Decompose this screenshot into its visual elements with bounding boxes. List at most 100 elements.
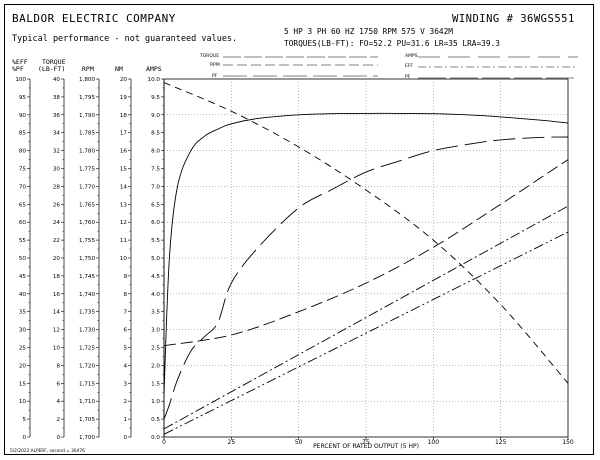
axis-tick-label-amps: 9.5 — [151, 95, 160, 101]
axis-tick-label-torque: 14 — [53, 310, 61, 316]
x-axis-ticks: 0 25 50 75 100 125 150 — [162, 437, 574, 446]
axis-tick-label-torque: 22 — [53, 238, 60, 244]
axis-tick-label-rpm: 1,790 — [79, 113, 95, 119]
axis-tick-label-torque: 38 — [53, 95, 61, 101]
axis-tick-label-rpm: 1,760 — [79, 220, 95, 226]
axis-tick-label-amps: 6.5 — [151, 202, 160, 208]
axis-tick-label-eff_pf: 60 — [19, 220, 27, 226]
series-line-2-long-dash — [163, 136, 569, 420]
x-tick-label: 25 — [228, 439, 236, 446]
axis-tick-label-nm: 2 — [123, 399, 127, 405]
axis-tick-label-amps: 3.0 — [151, 328, 160, 334]
axis-tick-label-rpm: 1,785 — [79, 131, 95, 137]
spec-line-2: TORQUES(LB-FT): FO=52.2 PU=31.6 LR=35 LR… — [284, 39, 500, 48]
axis-tick-label-eff_pf: 85 — [19, 131, 27, 137]
axis-tick-label-eff_pf: 70 — [19, 184, 27, 190]
axis-tick-label-eff_pf: 40 — [19, 292, 27, 298]
chart-frame — [4, 4, 594, 455]
x-tick-label: 50 — [295, 439, 303, 446]
series-line-3-dash — [163, 82, 569, 384]
legend-right-label-1: AMPS — [405, 53, 418, 59]
company-name: BALDOR ELECTRIC COMPANY — [12, 12, 176, 25]
legend-left-label-1: TORQUE — [199, 53, 219, 59]
axis-tick-label-nm: 1 — [123, 417, 127, 423]
axis-tick-label-amps: 7.5 — [151, 167, 160, 173]
axis-tick-label-rpm: 1,765 — [79, 202, 95, 208]
axis-tick-label-nm: 4 — [123, 363, 127, 369]
winding-label: WINDING # 36WGS551 — [452, 13, 575, 25]
axis-tick-label-rpm: 1,720 — [79, 363, 95, 369]
axis-tick-label-nm: 10 — [120, 256, 128, 262]
axis-tick-label-rpm: 1,725 — [79, 346, 95, 352]
axis-tick-label-amps: 10.0 — [148, 77, 161, 83]
axis-tick-label-eff_pf: 95 — [19, 95, 27, 101]
axis-tick-label-torque: 18 — [53, 274, 61, 280]
axis-tick-label-amps: 1.5 — [151, 381, 160, 387]
axis-tick-label-eff_pf: 5 — [22, 417, 26, 423]
axis-tick-label-rpm: 1,715 — [79, 381, 95, 387]
amps-header: AMPS — [146, 65, 162, 73]
pf-header: %PF — [12, 65, 24, 73]
axis-tick-label-nm: 14 — [120, 184, 128, 190]
axis-tick-label-nm: 3 — [123, 381, 127, 387]
nm-header: NM — [115, 65, 123, 73]
axis-tick-label-eff_pf: 20 — [19, 363, 27, 369]
axis-tick-label-torque: 0 — [56, 435, 60, 441]
x-tick-label: 150 — [562, 439, 574, 446]
axis-tick-label-torque: 26 — [53, 202, 61, 208]
series-line-5-dash-dot — [163, 205, 569, 430]
axis-tick-label-eff_pf: 50 — [19, 256, 27, 262]
axis-tick-label-torque: 32 — [53, 149, 60, 155]
axis-tick-label-torque: 20 — [53, 256, 61, 262]
axis-tick-label-rpm: 1,755 — [79, 238, 95, 244]
legend-left-label-2: RPM — [210, 62, 220, 68]
axis-tick-label-rpm: 1,700 — [79, 435, 95, 441]
axis-tick-label-amps: 1.0 — [151, 399, 160, 405]
axis-tick-label-nm: 0 — [123, 435, 127, 441]
plot-area — [163, 78, 569, 438]
axis-tick-label-rpm: 1,800 — [79, 77, 95, 83]
axis-tick-label-nm: 7 — [123, 310, 127, 316]
legend-right-label-3: PF — [405, 74, 411, 80]
axis-tick-label-eff_pf: 30 — [19, 328, 27, 334]
axis-tick-label-nm: 8 — [123, 292, 127, 298]
axis-tick-label-nm: 13 — [120, 202, 128, 208]
axis-tick-label-amps: 7.0 — [151, 184, 160, 190]
axis-tick-label-nm: 15 — [120, 167, 128, 173]
legend-block-right: AMPS EFF PF — [405, 53, 578, 80]
series-line-1-solid — [163, 112, 569, 395]
axis-tick-label-rpm: 1,745 — [79, 274, 95, 280]
axis-tick-label-rpm: 1,775 — [79, 167, 95, 173]
axis-tick-label-amps: 9.0 — [151, 113, 160, 119]
axis-tick-label-amps: 4.5 — [151, 274, 160, 280]
x-axis-label: PERCENT OF RATED OUTPUT (5 HP) — [313, 443, 419, 450]
axis-tick-label-amps: 2.5 — [151, 346, 160, 352]
axis-tick-label-rpm: 1,795 — [79, 95, 95, 101]
axis-tick-label-amps: 5.5 — [151, 238, 160, 244]
axis-tick-label-amps: 8.0 — [151, 149, 160, 155]
footer-note: 5/2/2022 ALPERF, second = 30476 — [10, 448, 85, 454]
axis-tick-label-eff_pf: 90 — [19, 113, 27, 119]
axis-tick-label-torque: 34 — [53, 131, 61, 137]
axis-tick-label-nm: 6 — [123, 328, 127, 334]
axis-tick-label-nm: 9 — [123, 274, 127, 280]
axis-tick-label-rpm: 1,780 — [79, 149, 95, 155]
axis-tick-label-amps: 8.5 — [151, 131, 160, 137]
x-tick-label: 100 — [428, 439, 440, 446]
axis-tick-label-nm: 11 — [120, 238, 128, 244]
axis-tick-label-amps: 5.0 — [151, 256, 160, 262]
axis-tick-label-amps: 0.5 — [151, 417, 160, 423]
axis-tick-label-torque: 28 — [53, 184, 61, 190]
eff-header: %EFF — [12, 58, 28, 66]
axis-tick-label-nm: 16 — [120, 149, 128, 155]
axis-tick-label-eff_pf: 100 — [15, 77, 26, 83]
axis-tick-label-eff_pf: 25 — [19, 346, 27, 352]
series-line-4-medium-dash — [163, 159, 569, 347]
axis-tick-label-amps: 4.0 — [151, 292, 160, 298]
axis-tick-label-eff_pf: 45 — [19, 274, 27, 280]
axis-tick-label-torque: 8 — [56, 363, 60, 369]
axis-tick-label-torque: 24 — [53, 220, 61, 226]
axis-tick-label-rpm: 1,740 — [79, 292, 95, 298]
x-tick-label: 0 — [162, 439, 166, 446]
